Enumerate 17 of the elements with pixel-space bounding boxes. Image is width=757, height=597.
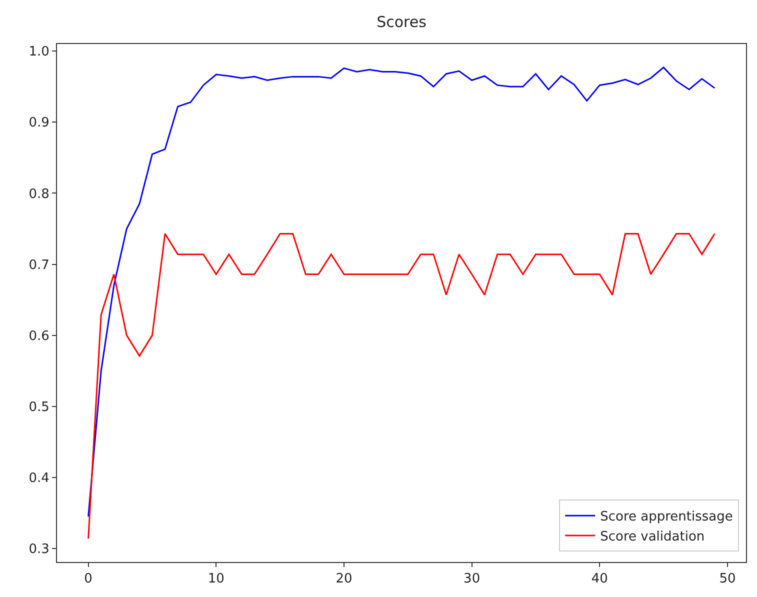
y-tick-label: 0.9 <box>28 116 50 131</box>
y-tick-label: 0.7 <box>28 258 50 273</box>
x-tick-label: 30 <box>464 572 480 587</box>
y-tick-label: 0.5 <box>28 400 50 415</box>
chart-title: Scores <box>376 12 427 31</box>
y-tick-label: 0.3 <box>28 542 50 558</box>
x-tick-label: 0 <box>84 572 92 587</box>
x-tick-label: 40 <box>591 572 608 587</box>
y-tick-label: 1.0 <box>28 44 50 60</box>
x-tick-label: 50 <box>719 572 736 587</box>
x-tick-label: 20 <box>336 572 352 587</box>
legend-label: Score apprentissage <box>600 510 733 525</box>
x-tick-label: 10 <box>208 572 224 587</box>
y-tick-label: 0.8 <box>28 186 50 202</box>
y-tick-label: 0.6 <box>28 328 50 344</box>
y-tick-label: 0.4 <box>28 470 50 486</box>
legend-label: Score validation <box>600 530 705 545</box>
